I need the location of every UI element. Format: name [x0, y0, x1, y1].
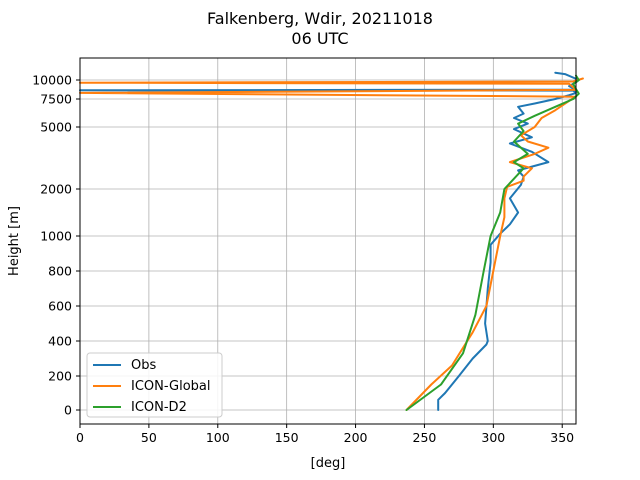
x-tick-label: 250 — [413, 430, 437, 445]
y-tick-label: 7500 — [40, 92, 72, 107]
y-tick-label: 5000 — [40, 120, 72, 135]
x-tick-label: 100 — [206, 430, 230, 445]
x-tick-label: 0 — [76, 430, 84, 445]
y-tick-label: 10000 — [32, 73, 72, 88]
axis-ticks: 0 50 100 150 200 250 300 350 0 200 400 600 800 1000 20… — [32, 73, 574, 446]
series-line-obs — [79, 71, 580, 411]
y-tick-label: 600 — [48, 299, 72, 314]
series-line-icon-global — [79, 77, 584, 411]
plot-series — [79, 71, 584, 411]
x-tick-label: 350 — [550, 430, 574, 445]
chart-title-line2: 06 UTC — [291, 29, 348, 48]
plot-frame — [79, 57, 577, 425]
y-tick-label: 400 — [48, 334, 72, 349]
x-tick-label: 200 — [344, 430, 368, 445]
y-axis-label: Height [m] — [7, 206, 22, 276]
y-tick-label: 1000 — [40, 229, 72, 244]
series-line-icon-d2 — [405, 74, 580, 411]
x-tick-label: 300 — [481, 430, 505, 445]
legend-label-icon-d2: ICON-D2 — [131, 400, 187, 415]
x-tick-label: 50 — [141, 430, 157, 445]
chart-title-line1: Falkenberg, Wdir, 20211018 — [207, 9, 433, 28]
y-tick-label: 200 — [48, 369, 72, 384]
legend-label-obs: Obs — [131, 358, 156, 373]
legend-label-icon-global: ICON-Global — [131, 379, 211, 394]
y-tick-label: 0 — [64, 403, 72, 418]
y-tick-label: 2000 — [40, 182, 72, 197]
y-tick-label: 800 — [48, 264, 72, 279]
x-tick-label: 150 — [275, 430, 299, 445]
x-axis-label: [deg] — [311, 456, 346, 471]
legend: Obs ICON-Global ICON-D2 — [86, 352, 223, 418]
legend-box — [86, 352, 223, 418]
